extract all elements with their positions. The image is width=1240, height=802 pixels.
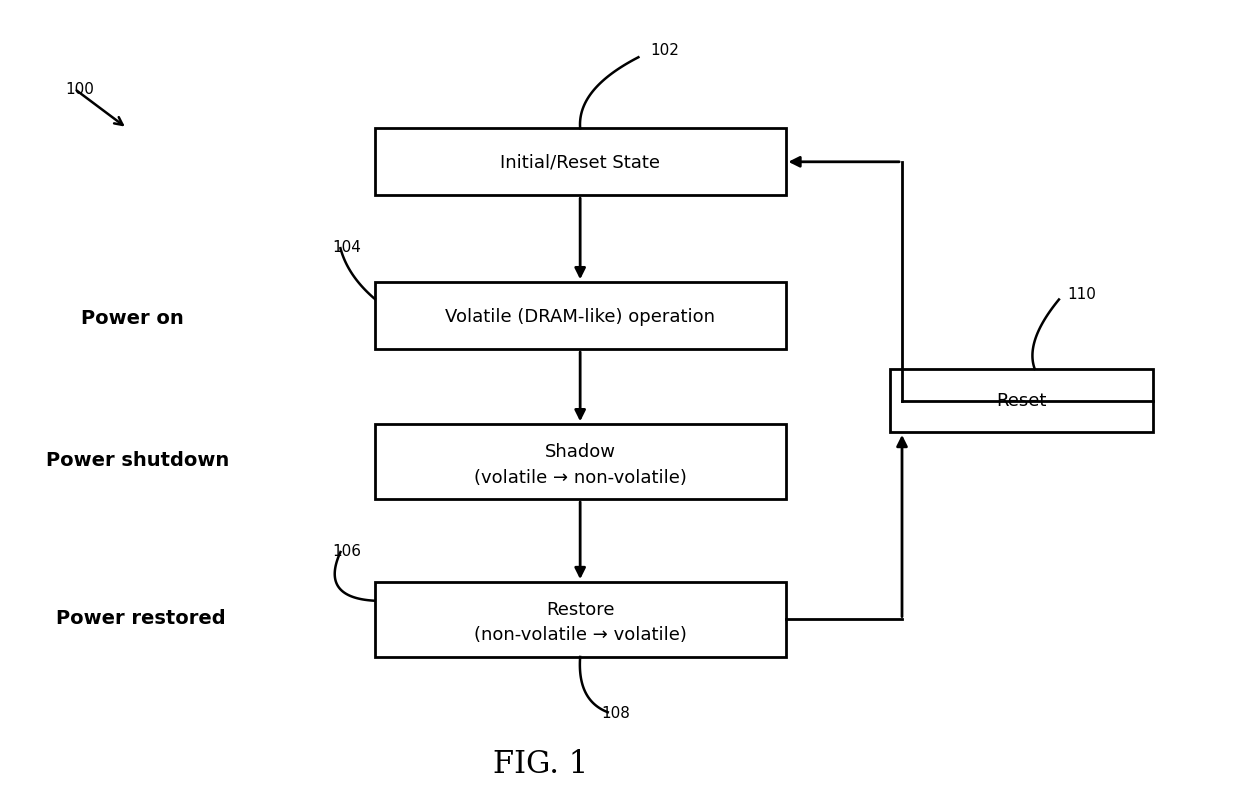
Text: Reset: Reset bbox=[997, 392, 1047, 410]
Text: 108: 108 bbox=[601, 705, 630, 720]
FancyBboxPatch shape bbox=[890, 370, 1153, 432]
Text: FIG. 1: FIG. 1 bbox=[492, 748, 588, 779]
Text: 102: 102 bbox=[651, 43, 680, 58]
Text: Power restored: Power restored bbox=[56, 608, 226, 627]
FancyBboxPatch shape bbox=[374, 283, 785, 350]
Text: (non-volatile → volatile): (non-volatile → volatile) bbox=[474, 626, 687, 644]
Text: Shadow: Shadow bbox=[544, 443, 615, 460]
FancyBboxPatch shape bbox=[374, 424, 785, 500]
FancyBboxPatch shape bbox=[374, 129, 785, 196]
Text: Volatile (DRAM-like) operation: Volatile (DRAM-like) operation bbox=[445, 307, 715, 326]
Text: 110: 110 bbox=[1068, 287, 1096, 302]
Text: Power on: Power on bbox=[81, 309, 184, 328]
Text: Power shutdown: Power shutdown bbox=[46, 451, 229, 470]
Text: Restore: Restore bbox=[546, 600, 614, 618]
Text: Initial/Reset State: Initial/Reset State bbox=[500, 154, 660, 172]
Text: (volatile → non-volatile): (volatile → non-volatile) bbox=[474, 468, 687, 486]
Text: 104: 104 bbox=[332, 240, 361, 255]
Text: 100: 100 bbox=[66, 82, 94, 97]
Text: 106: 106 bbox=[332, 543, 361, 558]
FancyBboxPatch shape bbox=[374, 582, 785, 657]
